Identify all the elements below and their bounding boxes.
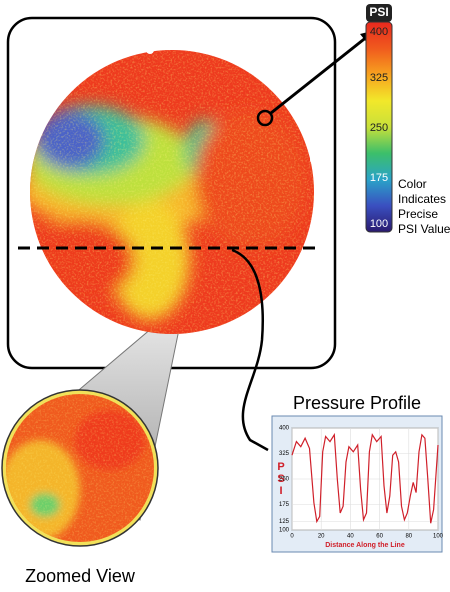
- note-line: Precise: [398, 207, 438, 221]
- x-tick-label: 0: [290, 534, 294, 540]
- zoom-label: Zoomed View: [25, 566, 136, 586]
- colorbar: PSI 400 325 250 175 100: [365, 4, 393, 233]
- colorbar-tick-label: 100: [370, 218, 388, 230]
- profile-chart: 100 125 175 250 325 400 0 20 40 60 80 100: [279, 426, 444, 540]
- colorbar-tick-label: 175: [370, 172, 388, 184]
- x-tick-label: 80: [405, 534, 412, 540]
- y-tick-label: 400: [279, 426, 290, 432]
- y-tick-label: 125: [279, 519, 290, 525]
- probe-arrow: [270, 34, 369, 115]
- note-line: Indicates: [398, 192, 446, 206]
- connector: [231, 248, 269, 452]
- x-tick-label: 100: [433, 534, 444, 540]
- profile-title: Pressure Profile: [293, 393, 421, 413]
- colorbar-title-box: [366, 4, 392, 22]
- x-tick-label: 60: [376, 534, 383, 540]
- y-tick-label: 250: [279, 477, 290, 483]
- colorbar-title: PSI: [369, 5, 388, 19]
- profile-x-label: Distance Along the Line: [325, 542, 405, 549]
- colorbar-tick-label: 325: [370, 72, 388, 84]
- y-tick-label: 175: [279, 502, 290, 508]
- profile-line: [291, 432, 439, 524]
- zoom-map: [6, 394, 154, 542]
- note-line: Color: [398, 177, 427, 191]
- colorbar-tick-label: 400: [370, 26, 388, 38]
- note-line: PSI Value: [398, 222, 450, 236]
- wafer-notches: [28, 46, 318, 335]
- x-tick-label: 20: [318, 534, 325, 540]
- y-tick-label: 100: [279, 528, 290, 534]
- colorbar-scale: [365, 21, 393, 233]
- probe-circle: [256, 109, 274, 127]
- wafer-map: [30, 50, 314, 334]
- y-tick-label: 325: [279, 451, 290, 457]
- x-tick-label: 40: [347, 534, 354, 540]
- colorbar-tick-label: 250: [370, 122, 388, 134]
- profile-y-label: PSI: [275, 461, 287, 497]
